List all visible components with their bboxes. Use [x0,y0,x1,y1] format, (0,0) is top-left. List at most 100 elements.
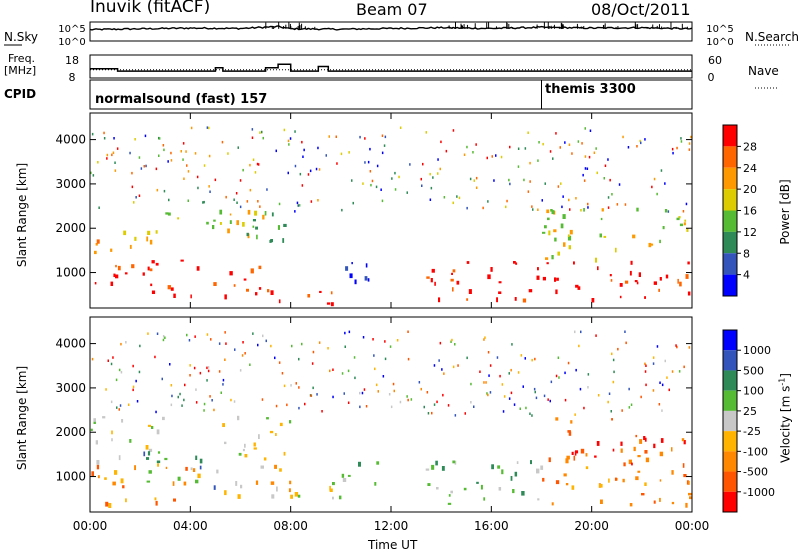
power-cell [167,285,171,290]
velocity-cell [255,480,259,485]
power-cell [615,247,617,253]
nave-ytick-top: 60 [708,54,722,67]
velocity-cell [407,398,409,402]
velocity-cell [365,405,368,408]
velocity-cell [145,445,149,450]
power-cell [636,207,639,212]
power-cell [249,163,251,167]
velocity-cell [659,381,661,384]
time-xtick-label: 08:00 [273,519,308,533]
power-cell [124,272,128,275]
velocity-cell [312,350,315,354]
power-cell [185,150,187,153]
power-cell [206,126,209,129]
velocity-cell [120,342,122,346]
power-cell [616,203,619,206]
power-cell [505,205,507,209]
velocity-cell [162,416,165,421]
velocity-cell [600,499,603,504]
power-cell [259,131,261,134]
velocity-cell [96,460,100,465]
velocity-cell [119,404,122,407]
time-xtick-label: 00:00 [73,519,108,533]
velocity-cell [230,398,232,402]
velocity-cell [645,457,650,463]
velocity-cell [363,388,366,391]
power-cell [422,162,424,166]
velocity-cell [656,345,659,348]
power-cell [601,208,604,212]
velocity-cell [613,370,615,374]
velocity-cell [563,473,567,477]
power-cell [607,158,609,161]
power-cell [186,164,188,167]
power-cell [229,271,233,276]
velocity-cell [671,447,673,452]
velocity-cell [157,463,159,467]
velocity-cell [607,400,609,404]
power-colorbar-label: 12 [743,226,757,239]
velocity-cell [164,336,166,339]
power-cell [529,161,531,165]
velocity-cell [110,400,113,404]
power-cell [573,261,575,265]
power-cell [94,282,97,285]
power-cell [277,225,280,230]
velocity-cell [183,398,185,402]
power-cell [409,163,411,166]
velocity-cell [116,406,118,409]
power-cell [394,188,397,191]
power-cell [359,135,361,139]
velocity-cell [564,371,566,375]
power-cell [600,217,603,221]
power-cell [599,233,602,238]
power-cell [475,186,478,189]
velocity-cell [635,476,639,481]
power-colorbar-label: 4 [743,269,750,282]
velocity-cell [132,388,134,392]
power-cell [664,182,666,185]
velocity-colorbar-swatch [723,370,737,391]
velocity-cell [222,383,224,386]
power-colorbar-label: 16 [743,205,757,218]
velocity-cell [466,356,468,360]
power-cell [568,143,571,146]
power-cell [115,274,119,279]
power-cell [649,243,654,246]
velocity-cell [304,402,306,406]
power-cell [398,175,400,179]
power-cell [249,188,252,192]
velocity-cell [249,363,251,366]
power-cell [307,294,311,298]
power-cell [208,126,210,130]
noise-ytick-bottom: 10^0 [58,37,85,48]
velocity-cell [244,352,246,355]
power-cell [219,222,222,225]
power-cell [299,172,302,176]
power-cell [452,129,455,132]
power-cell [531,205,533,208]
power-cell [487,274,491,280]
velocity-cell [549,399,551,403]
power-cell [544,182,546,185]
velocity-cell [611,418,613,421]
velocity-cell [339,495,342,500]
velocity-cell [199,371,202,375]
velocity-cell [392,382,395,386]
velocity-cell [683,474,687,478]
power-cell [307,173,310,176]
velocity-cell [610,410,612,413]
velocity-cell [587,373,590,376]
velocity-cell [535,396,538,400]
power-cell [522,298,527,303]
velocity-cell [644,370,647,373]
velocity-cell [376,461,380,465]
power-cell [475,176,478,180]
velocity-cell [155,410,157,414]
velocity-cell [454,414,457,417]
velocity-cell [207,369,210,373]
velocity-cell [454,460,457,465]
power-cell [567,235,572,241]
velocity-cell [525,406,527,410]
power-cell [364,276,368,281]
